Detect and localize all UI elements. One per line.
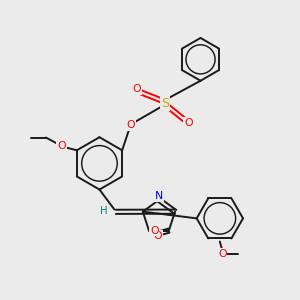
Text: N: N [155,191,163,201]
Text: O: O [150,226,159,236]
Text: S: S [161,98,169,110]
Text: O: O [218,249,226,259]
Text: O: O [184,118,193,128]
Text: O: O [153,231,162,241]
Text: O: O [132,84,141,94]
Text: O: O [126,120,135,130]
Text: H: H [100,206,107,216]
Text: O: O [57,141,66,151]
